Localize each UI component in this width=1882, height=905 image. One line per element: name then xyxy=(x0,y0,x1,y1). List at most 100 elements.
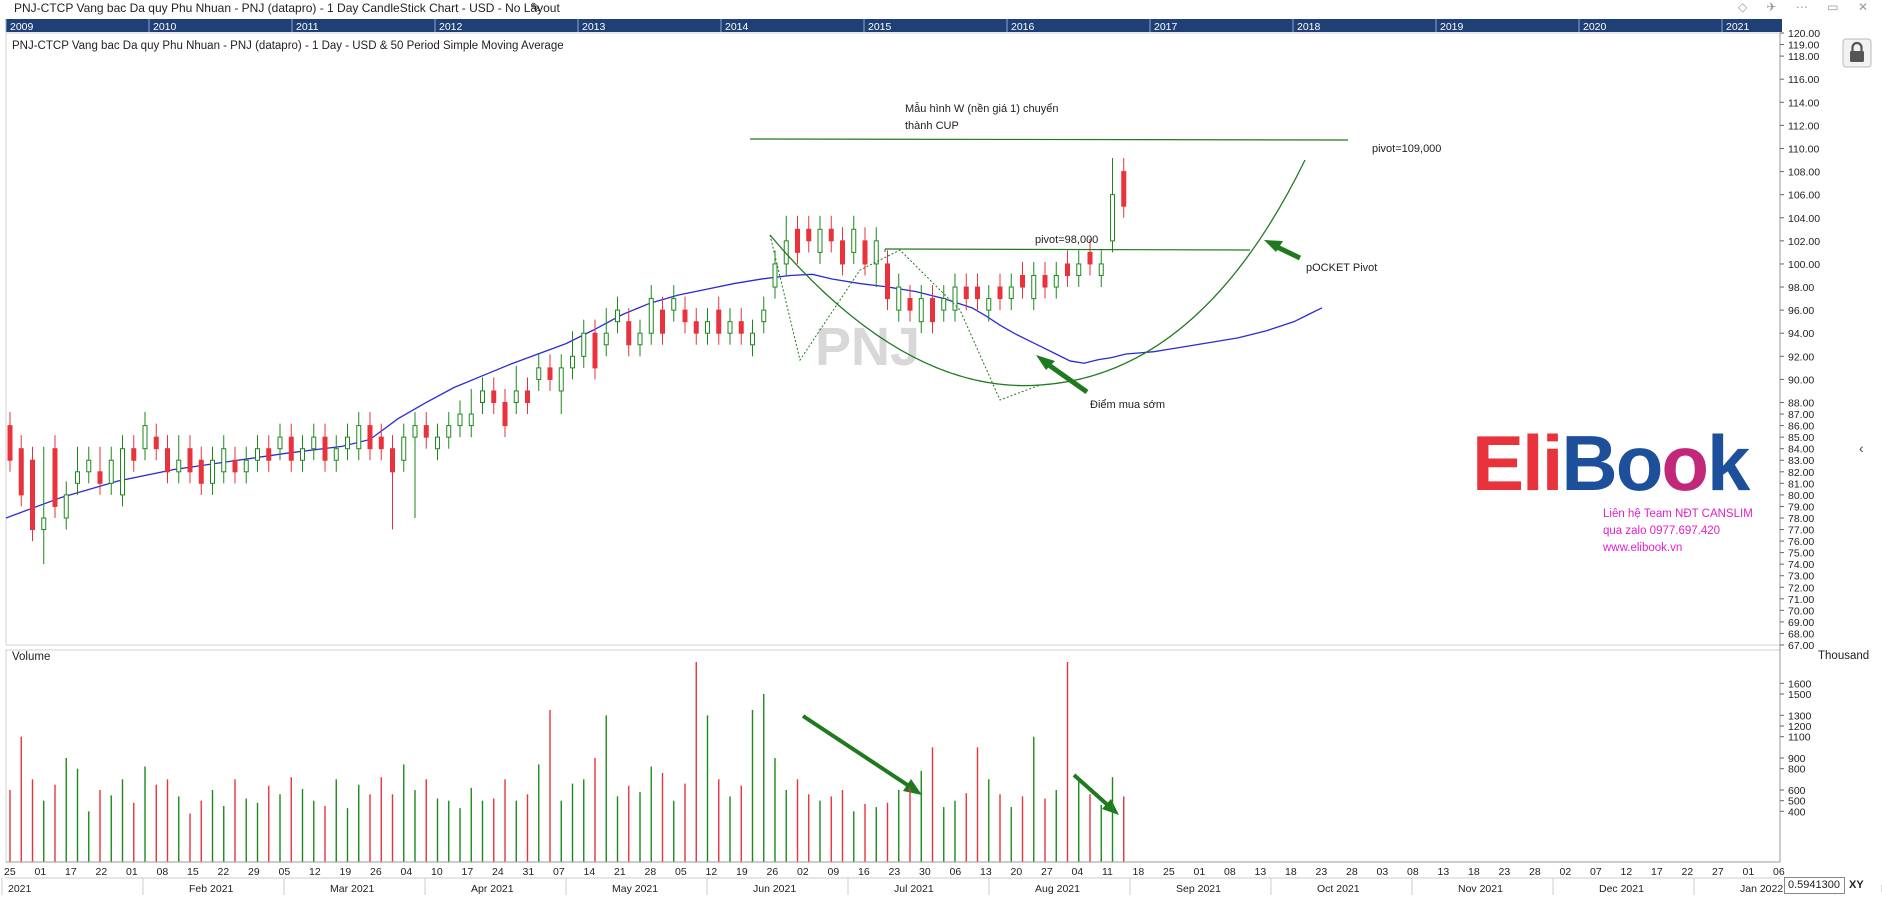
x-day-tick-label: 15 xyxy=(187,866,199,878)
volume-arrowhead-2 xyxy=(1102,799,1119,815)
y-tick-label: 80.00 xyxy=(1788,490,1814,502)
zoom-value-input[interactable]: 0.5941300 xyxy=(1784,877,1845,894)
candle-body xyxy=(97,471,103,484)
window-controls-icons[interactable]: ◇ ✈ ⋯ ▭ ✕ xyxy=(1737,0,1876,14)
y-tick-label: 79.00 xyxy=(1788,501,1814,513)
navigator-year-label: 2018 xyxy=(1297,21,1321,33)
candle-body xyxy=(783,240,789,265)
volume-tick-label: 500 xyxy=(1788,796,1806,808)
x-month-label: May 2021 xyxy=(612,883,658,895)
x-day-tick-label: 25 xyxy=(4,866,16,878)
pocket-pivot-arrow xyxy=(1273,243,1302,261)
x-day-tick-label: 17 xyxy=(462,866,474,878)
y-tick-label: 119.00 xyxy=(1788,40,1819,52)
candle-body xyxy=(570,355,575,369)
x-day-tick-label: 27 xyxy=(1041,866,1053,878)
x-day-tick-label: 23 xyxy=(1499,866,1511,878)
y-tick-label: 96.00 xyxy=(1788,305,1814,317)
candle-body xyxy=(41,517,47,531)
volume-pane-title: Volume xyxy=(12,651,51,663)
candle-body xyxy=(75,471,80,484)
candle-body xyxy=(243,459,249,473)
annotation-pattern-line2: thành CUP xyxy=(905,120,959,132)
candle-body xyxy=(52,448,58,507)
volume-tick-label: 800 xyxy=(1788,764,1806,776)
navigator-year-label: 2014 xyxy=(725,21,749,33)
watermark-text: PNJ xyxy=(815,317,920,377)
candle-body xyxy=(581,332,587,357)
x-day-tick-label: 11 xyxy=(1102,866,1113,878)
navigator-year-label: 2020 xyxy=(1583,21,1607,33)
candle-body xyxy=(907,298,913,311)
candle-body xyxy=(423,425,429,438)
volume-arrowhead-1 xyxy=(903,779,922,795)
x-month-label: Sep 2021 xyxy=(1176,883,1221,895)
candle-body xyxy=(795,228,800,253)
candle-body xyxy=(603,332,609,346)
y-tick-label: 76.00 xyxy=(1788,536,1814,548)
navigator-year-label: 2011 xyxy=(296,21,319,33)
x-day-tick-label: 22 xyxy=(1682,866,1694,878)
candle-body xyxy=(367,425,373,450)
timeline-navigator[interactable] xyxy=(6,19,1782,32)
candle-body xyxy=(131,448,137,461)
candle-body xyxy=(558,367,564,392)
candle-body xyxy=(1098,263,1104,276)
collapse-panel-icon[interactable]: ‹ xyxy=(1859,440,1864,456)
candle-body xyxy=(266,448,272,461)
contact-info: Liên hệ Team NĐT CANSLIM qua zalo 0977.6… xyxy=(1603,506,1753,557)
candle-body xyxy=(1121,171,1127,207)
y-tick-label: 108.00 xyxy=(1788,167,1820,179)
y-tick-label: 70.00 xyxy=(1788,605,1814,617)
volume-unit-label: Thousand xyxy=(1818,650,1870,662)
candle-body xyxy=(142,425,148,450)
lock-icon[interactable] xyxy=(1842,38,1872,68)
x-day-tick-label: 03 xyxy=(1377,866,1389,878)
candle-body xyxy=(986,298,992,311)
candle-body xyxy=(851,228,857,253)
volume-tick-label: 1100 xyxy=(1788,732,1811,744)
navigator-year-label: 2016 xyxy=(1011,21,1035,33)
x-day-tick-label: 12 xyxy=(706,866,718,878)
candle-body xyxy=(378,436,384,450)
x-day-tick-label: 05 xyxy=(675,866,687,878)
x-day-tick-label: 26 xyxy=(370,866,382,878)
y-tick-label: 69.00 xyxy=(1788,617,1814,629)
y-tick-label: 85.00 xyxy=(1788,432,1814,444)
candle-body xyxy=(828,228,834,242)
candle-body xyxy=(198,459,204,484)
volume-tick-label: 600 xyxy=(1788,785,1806,797)
x-day-tick-label: 18 xyxy=(1133,866,1145,878)
candle-body xyxy=(7,425,13,461)
candle-body xyxy=(975,286,980,300)
volume-arrow-1 xyxy=(801,714,914,790)
volume-tick-label: 900 xyxy=(1788,753,1806,765)
candle-body xyxy=(671,298,677,311)
candle-body xyxy=(873,240,879,265)
x-day-tick-label: 01 xyxy=(126,866,138,878)
y-tick-label: 68.00 xyxy=(1788,628,1814,640)
annotation-pocket-pivot: pOCKET Pivot xyxy=(1306,262,1377,274)
candle-body xyxy=(277,436,283,450)
candle-body xyxy=(660,309,665,334)
x-day-tick-label: 05 xyxy=(279,866,291,878)
candles-group xyxy=(7,158,1127,565)
candle-body xyxy=(840,240,845,265)
y-tick-label: 82.00 xyxy=(1788,467,1814,479)
candle-body xyxy=(210,459,215,484)
candle-body xyxy=(1031,274,1037,300)
pencil-icon[interactable]: ✎ xyxy=(530,0,541,15)
price-chart-title: PNJ-CTCP Vang bac Da quy Phu Nhuan - PNJ… xyxy=(12,40,564,52)
candle-body xyxy=(187,448,193,473)
x-day-tick-label: 17 xyxy=(65,866,77,878)
contact-website[interactable]: www.elibook.vn xyxy=(1603,542,1683,554)
early-buy-arrow xyxy=(1044,360,1089,395)
candle-body xyxy=(322,436,328,461)
x-day-tick-label: 29 xyxy=(248,866,260,878)
annotation-pivot-98: pivot=98,000 xyxy=(1035,234,1098,246)
x-day-tick-label: 20 xyxy=(1011,866,1023,878)
candle-body xyxy=(693,321,699,334)
moving-average-line xyxy=(5,273,1323,519)
y-tick-label: 94.00 xyxy=(1788,328,1814,340)
